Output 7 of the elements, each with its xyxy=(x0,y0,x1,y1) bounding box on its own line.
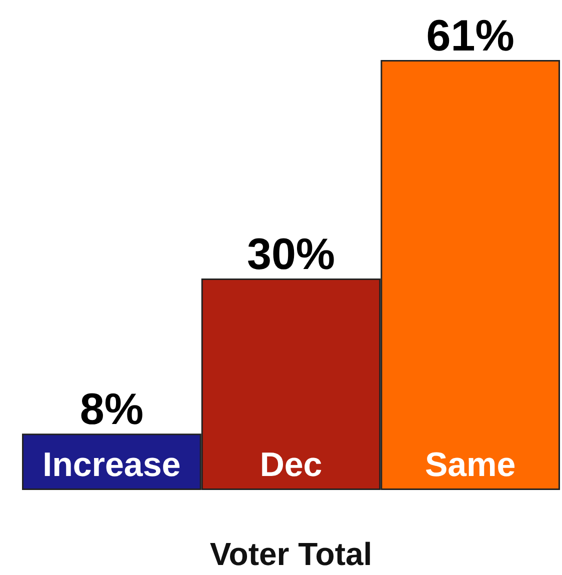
x-tick-label: Increase xyxy=(42,446,181,484)
x-tick-label: Same xyxy=(424,446,516,484)
data-label: 8% xyxy=(80,385,144,434)
data-label: 30% xyxy=(246,230,336,280)
x-tick-label: Dec xyxy=(260,446,322,484)
x-axis-title: Voter Total xyxy=(210,536,372,572)
data-label: 61% xyxy=(426,12,514,60)
